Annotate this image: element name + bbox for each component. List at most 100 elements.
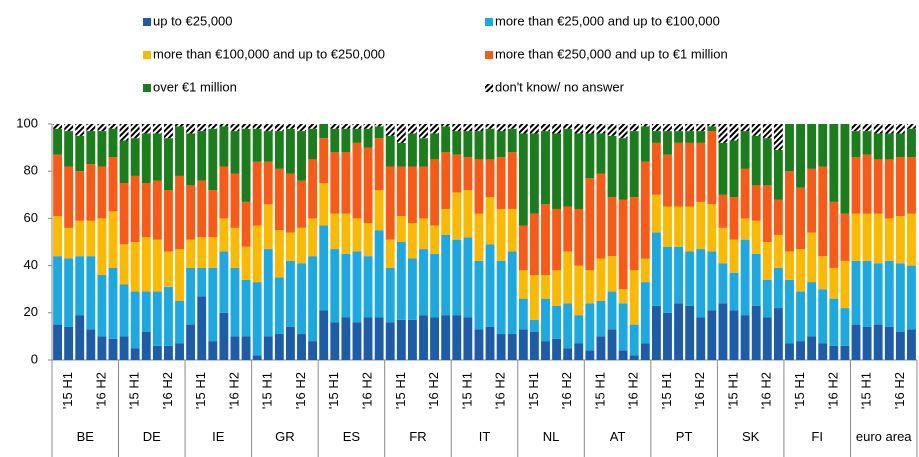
bar-segment	[907, 329, 916, 360]
bar-segment	[175, 124, 184, 127]
x-tick-label: '15 H1	[792, 372, 807, 409]
bar-segment	[108, 157, 118, 212]
bar-segment	[197, 237, 207, 268]
bar-segment	[762, 185, 772, 242]
bar-segment	[585, 124, 595, 134]
bar-segment	[119, 124, 129, 141]
bar-segment	[651, 142, 661, 195]
bar-segment	[396, 216, 406, 242]
bar-segment	[541, 341, 550, 360]
x-tick-label: '15 H1	[393, 372, 408, 409]
bar-segment	[141, 183, 151, 238]
bar-segment	[374, 124, 384, 127]
legend-swatch	[485, 84, 493, 92]
x-tick-label: '16 H2	[825, 372, 840, 409]
bar-segment	[64, 124, 74, 132]
bar-segment	[596, 173, 606, 259]
bar-segment	[208, 190, 218, 238]
bar-segment	[297, 227, 306, 264]
x-tick-label: '15 H1	[326, 372, 341, 409]
bar-segment	[363, 124, 373, 129]
bar-segment	[907, 128, 916, 158]
bar-segment	[574, 124, 584, 134]
bar-segment	[297, 263, 306, 335]
bar-segment	[773, 124, 783, 150]
bar-segment	[175, 301, 184, 344]
legend-label: over €1 million	[153, 79, 237, 94]
bar-segment	[285, 124, 295, 129]
bar-segment	[263, 204, 273, 250]
bar-segment	[563, 128, 573, 207]
bar-segment	[263, 249, 273, 337]
bar-segment	[297, 180, 306, 228]
bar-segment	[385, 135, 395, 167]
bar-segment	[485, 159, 495, 198]
x-tick-label: '16 H2	[559, 372, 574, 409]
bar-segment	[674, 246, 684, 304]
bar-segment	[374, 190, 384, 231]
bar-segment	[873, 213, 883, 264]
bar-segment	[485, 128, 495, 160]
bar-segment	[385, 267, 395, 323]
bar-segment	[829, 201, 839, 268]
bar-segment	[230, 267, 240, 337]
bar-segment	[474, 159, 484, 214]
bar-segment	[785, 124, 794, 172]
bar-segment	[430, 225, 440, 254]
bar-segment	[729, 310, 739, 360]
legend-swatch	[485, 51, 493, 59]
bar-segment	[130, 175, 140, 242]
group-label: IE	[212, 429, 225, 444]
bar-segment	[729, 124, 739, 141]
bar-segment	[873, 133, 883, 160]
bar-segment	[274, 334, 284, 360]
bar-segment	[707, 310, 717, 360]
bar-segment	[574, 265, 584, 316]
bar-segment	[707, 204, 717, 252]
bar-segment	[430, 159, 440, 226]
bar-segment	[685, 131, 695, 143]
bar-segment	[818, 256, 828, 290]
bar-segment	[108, 128, 118, 158]
x-tick-label: '15 H1	[193, 372, 208, 409]
bar-segment	[541, 298, 550, 342]
y-tick-label: 100	[16, 115, 38, 130]
bar-segment	[230, 124, 240, 132]
bar-segment	[441, 152, 451, 209]
bar-segment	[618, 138, 628, 200]
bar-segment	[430, 133, 440, 160]
bar-segment	[574, 208, 584, 266]
bar-segment	[108, 211, 118, 268]
bar-segment	[64, 326, 74, 360]
bar-segment	[297, 334, 306, 360]
bar-segment	[352, 218, 362, 252]
x-tick-label: '16 H2	[626, 372, 641, 409]
bar-segment	[197, 124, 207, 132]
bar-segment	[441, 315, 451, 360]
bar-segment	[186, 185, 196, 240]
bar-segment	[419, 124, 428, 139]
bar-segment	[651, 305, 661, 360]
bar-segment	[274, 277, 284, 335]
bar-segment	[308, 341, 318, 360]
bar-segment	[496, 157, 506, 209]
bar-segment	[97, 218, 107, 276]
group-label: GR	[275, 429, 295, 444]
bar-segment	[141, 331, 151, 360]
bar-segment	[529, 319, 539, 332]
bar-segment	[263, 124, 273, 132]
bar-segment	[518, 133, 528, 226]
bar-segment	[75, 124, 85, 136]
bar-segment	[152, 291, 162, 346]
bar-segment	[685, 251, 695, 306]
bar-segment	[186, 239, 196, 268]
bar-segment	[663, 124, 672, 132]
bar-segment	[696, 249, 706, 318]
bar-segment	[629, 355, 639, 360]
bar-segment	[308, 159, 318, 219]
bar-segment	[441, 208, 451, 235]
bar-segment	[496, 124, 506, 132]
bar-segment	[330, 249, 340, 323]
bar-segment	[851, 157, 861, 214]
bar-segment	[241, 201, 251, 247]
